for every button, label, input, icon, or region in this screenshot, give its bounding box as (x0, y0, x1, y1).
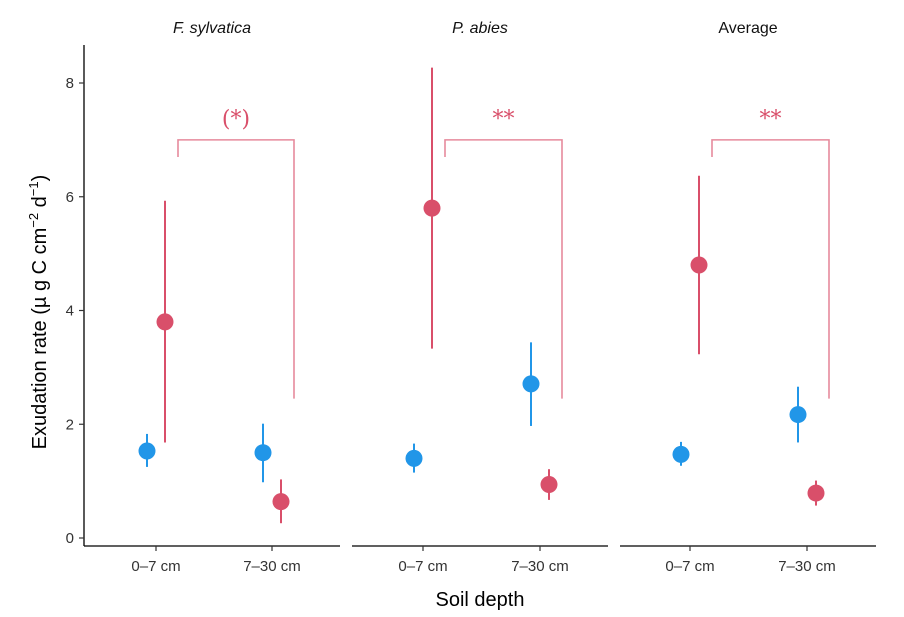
significance-label: ** (760, 107, 782, 132)
significance-bracket (177, 139, 295, 399)
panel-title: P. abies (452, 20, 508, 37)
point-blue (405, 449, 423, 467)
x-tick-label: 7–30 cm (243, 558, 301, 575)
point-red (423, 199, 441, 217)
significance-bracket (444, 139, 563, 399)
point-red (690, 256, 708, 274)
y-tick-label: 2 (66, 416, 74, 433)
x-tick-label: 7–30 cm (511, 558, 569, 575)
text-layer: 0 2 4 6 8 Exudation rate (µ g C cm−2 d−1) Soil… (26, 20, 836, 611)
y-tick-label: 6 (66, 189, 74, 206)
point-red (156, 313, 174, 331)
point-red (807, 484, 825, 502)
point-blue (138, 442, 156, 460)
y-axis-title: Exudation rate (µ g C cm−2 d−1) (26, 175, 51, 450)
x-axis-title: Soil depth (436, 589, 525, 611)
point-red (272, 493, 290, 511)
x-tick-label: 7–30 cm (778, 558, 836, 575)
point-red (540, 476, 558, 494)
point-blue (672, 445, 690, 463)
significance-label: (*) (222, 107, 250, 132)
point-blue (789, 406, 807, 424)
y-tick-label: 0 (66, 530, 74, 547)
significance-layer (177, 139, 830, 399)
x-tick-label: 0–7 cm (398, 558, 447, 575)
panel-title: Average (718, 20, 777, 37)
point-blue (522, 375, 540, 393)
significance-bracket (711, 139, 830, 399)
x-tick-label: 0–7 cm (131, 558, 180, 575)
axes-layer (79, 45, 876, 551)
panel-title: F. sylvatica (173, 20, 251, 37)
significance-label: ** (493, 107, 515, 132)
point-blue (254, 444, 272, 462)
y-tick-label: 4 (66, 303, 74, 320)
marks-layer (138, 67, 825, 524)
y-tick-label: 8 (66, 75, 74, 92)
x-tick-label: 0–7 cm (665, 558, 714, 575)
